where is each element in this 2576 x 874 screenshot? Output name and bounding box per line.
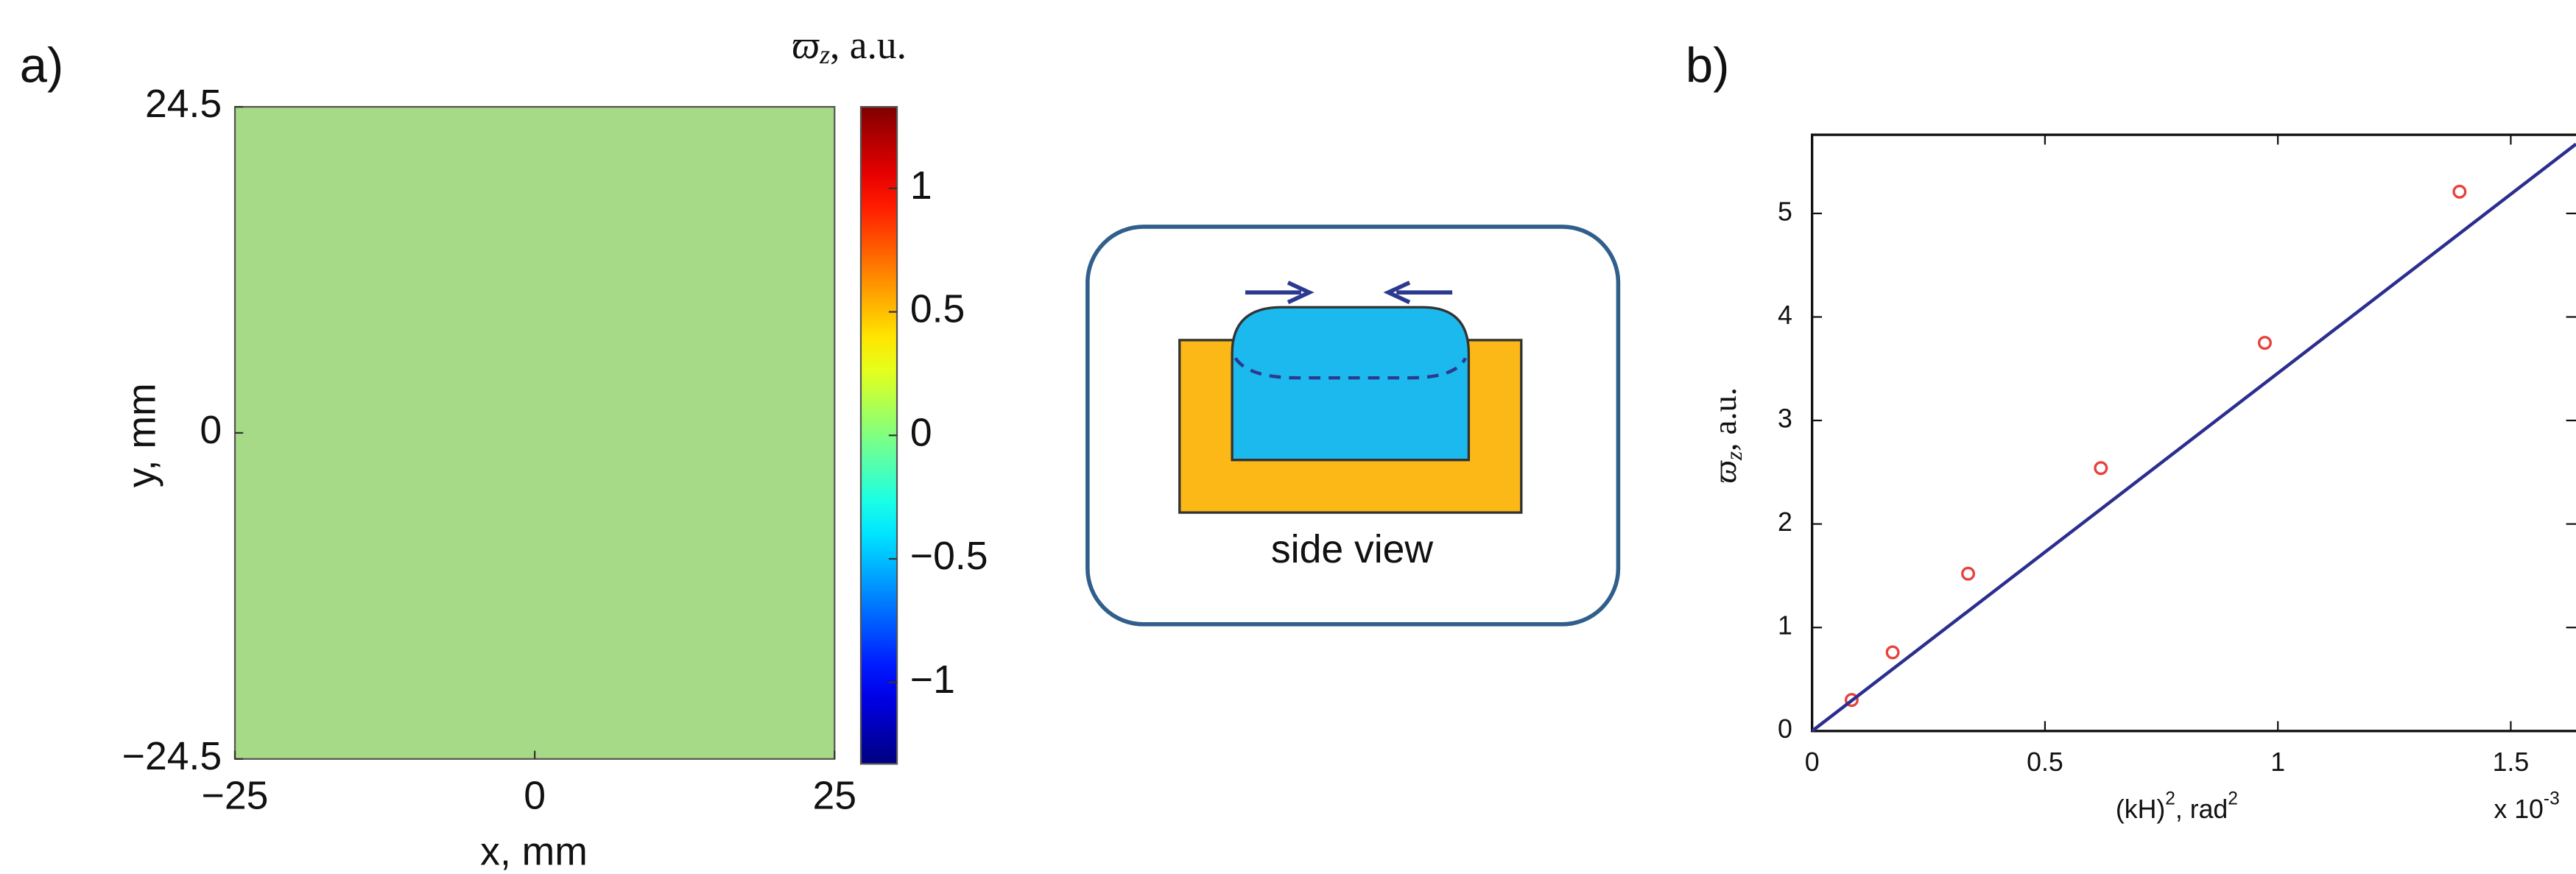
y-tick-label: 0 bbox=[1778, 714, 1792, 744]
label-subscript: z bbox=[1721, 451, 1747, 461]
label-superscript: -3 bbox=[2544, 789, 2560, 809]
y-tick-label: 3 bbox=[1778, 403, 1792, 433]
data-point bbox=[2259, 337, 2271, 349]
diagram-label: side view bbox=[1271, 528, 1434, 571]
y-tick-label: 4 bbox=[1778, 300, 1792, 330]
axis-label: ϖz, a.u. bbox=[1706, 387, 1747, 483]
label-symbol: ϖ bbox=[1706, 459, 1743, 483]
panel-label: b) bbox=[1686, 38, 1730, 93]
figure: a) b) side view −25025−24.5024.5x, mmy, … bbox=[0, 0, 2576, 874]
colorbar-tick-label: 1 bbox=[910, 164, 932, 208]
x-tick-label: 0.5 bbox=[2027, 747, 2063, 777]
axis-multiplier: x 10-3 bbox=[2494, 789, 2559, 825]
y-tick-label: 5 bbox=[1778, 197, 1792, 226]
x-tick-label: 0 bbox=[1805, 747, 1820, 777]
colorbar-tick-label: −0.5 bbox=[910, 535, 988, 578]
x-tick-label: 1 bbox=[2270, 747, 2285, 777]
axis-label: ϖz, a.u. bbox=[792, 23, 907, 69]
x-tick-label: 1.5 bbox=[2493, 747, 2530, 777]
y-tick-label: 2 bbox=[1778, 507, 1792, 537]
label-symbol: ϖ bbox=[792, 23, 820, 67]
y-tick-label: 24.5 bbox=[145, 82, 222, 126]
label-text: , rad bbox=[2175, 795, 2228, 825]
y-tick-label: 0 bbox=[200, 409, 222, 452]
x-tick-label: 25 bbox=[813, 774, 857, 817]
x-tick-label: 0 bbox=[524, 774, 546, 817]
label-text: x 10 bbox=[2494, 795, 2543, 825]
label-subscript: z bbox=[819, 40, 830, 69]
liquid bbox=[1232, 307, 1468, 459]
colorbar-tick-label: −1 bbox=[910, 658, 955, 702]
data-point bbox=[2095, 462, 2107, 474]
y-tick-label: −24.5 bbox=[122, 735, 222, 778]
x-tick-label: −25 bbox=[202, 774, 269, 817]
page: {"panels": ["a)", "b)"], "diagram": {"la… bbox=[0, 0, 2576, 874]
label-text: , a.u. bbox=[830, 23, 907, 67]
panel-label: a) bbox=[20, 38, 64, 93]
label-text: , a.u. bbox=[1706, 387, 1743, 451]
x-axis-label: (kH)2, rad2 bbox=[2116, 789, 2238, 825]
fit-line bbox=[1812, 144, 2576, 731]
label-superscript: 2 bbox=[2165, 789, 2175, 809]
label-text: (kH) bbox=[2116, 795, 2165, 825]
field-background bbox=[235, 107, 834, 759]
x-axis-label: x, mm bbox=[480, 830, 588, 873]
data-point bbox=[1887, 646, 1898, 658]
label-superscript: 2 bbox=[2228, 789, 2238, 809]
y-tick-label: 1 bbox=[1778, 611, 1792, 641]
y-axis-label: y, mm bbox=[120, 383, 163, 487]
data-point bbox=[2454, 186, 2466, 198]
data-point bbox=[1963, 568, 1974, 579]
colorbar-tick-label: 0 bbox=[910, 411, 932, 454]
colorbar-tick-label: 0.5 bbox=[910, 288, 965, 331]
